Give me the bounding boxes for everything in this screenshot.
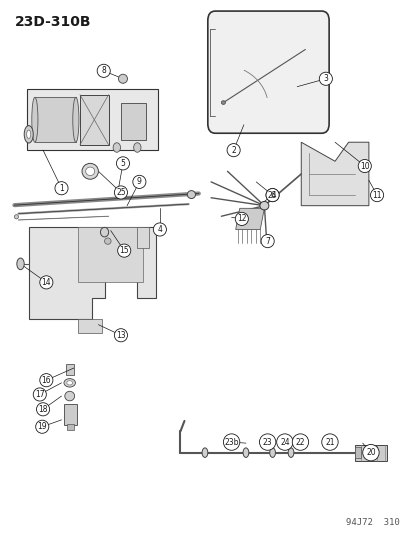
Text: 14: 14: [41, 278, 51, 287]
Text: 23D-310B: 23D-310B: [14, 15, 91, 29]
Ellipse shape: [64, 378, 75, 387]
Text: 9: 9: [137, 177, 142, 187]
Text: 23: 23: [262, 438, 272, 447]
Text: 10: 10: [359, 161, 369, 171]
Ellipse shape: [153, 223, 166, 236]
Text: 16: 16: [41, 376, 51, 385]
Text: 24: 24: [267, 191, 277, 199]
Text: 8: 8: [101, 66, 106, 75]
Ellipse shape: [118, 74, 127, 83]
Text: 11: 11: [371, 191, 381, 199]
Ellipse shape: [104, 238, 111, 244]
Text: 12: 12: [237, 214, 246, 223]
Ellipse shape: [64, 391, 74, 401]
Polygon shape: [66, 424, 74, 431]
Ellipse shape: [259, 201, 268, 210]
Ellipse shape: [113, 143, 120, 152]
Polygon shape: [64, 404, 77, 425]
Ellipse shape: [287, 448, 293, 457]
Polygon shape: [35, 98, 76, 142]
Polygon shape: [78, 319, 102, 333]
Ellipse shape: [259, 434, 275, 450]
Ellipse shape: [33, 388, 46, 401]
Text: 25: 25: [116, 188, 126, 197]
Ellipse shape: [36, 403, 50, 416]
Ellipse shape: [133, 175, 145, 189]
Polygon shape: [78, 227, 143, 282]
Ellipse shape: [114, 186, 127, 199]
Polygon shape: [26, 90, 157, 150]
Text: 1: 1: [59, 184, 64, 193]
Ellipse shape: [116, 157, 129, 170]
Ellipse shape: [117, 244, 131, 257]
Ellipse shape: [202, 448, 207, 457]
Ellipse shape: [24, 126, 33, 143]
Ellipse shape: [221, 101, 225, 104]
Ellipse shape: [17, 258, 24, 270]
Ellipse shape: [55, 182, 68, 195]
Text: 4: 4: [157, 225, 162, 234]
Polygon shape: [28, 227, 155, 319]
Ellipse shape: [26, 130, 31, 139]
Ellipse shape: [266, 189, 278, 201]
Text: 94J72  310: 94J72 310: [345, 518, 399, 527]
Text: 20: 20: [365, 448, 375, 457]
Ellipse shape: [242, 448, 248, 457]
Ellipse shape: [357, 159, 370, 173]
Ellipse shape: [266, 189, 278, 201]
Ellipse shape: [100, 228, 108, 237]
Ellipse shape: [276, 434, 292, 450]
Text: 18: 18: [38, 405, 47, 414]
Text: 13: 13: [116, 331, 126, 340]
Ellipse shape: [318, 72, 332, 85]
Text: 3: 3: [323, 74, 328, 83]
Ellipse shape: [32, 98, 38, 142]
Ellipse shape: [292, 434, 308, 450]
Ellipse shape: [133, 143, 141, 152]
Text: 24: 24: [279, 438, 289, 447]
Polygon shape: [136, 227, 149, 248]
Ellipse shape: [261, 235, 273, 248]
Ellipse shape: [227, 143, 240, 157]
Text: 5: 5: [120, 159, 125, 168]
Ellipse shape: [14, 215, 19, 219]
Ellipse shape: [40, 276, 53, 289]
Text: 23b: 23b: [224, 438, 238, 447]
Text: 2: 2: [231, 146, 235, 155]
Polygon shape: [121, 102, 145, 140]
Ellipse shape: [36, 420, 49, 433]
Ellipse shape: [223, 434, 239, 450]
Ellipse shape: [269, 448, 275, 457]
Text: 15: 15: [119, 246, 129, 255]
Ellipse shape: [187, 191, 195, 199]
FancyBboxPatch shape: [207, 11, 328, 133]
Ellipse shape: [40, 374, 53, 387]
Polygon shape: [80, 95, 108, 145]
Ellipse shape: [321, 434, 337, 450]
Ellipse shape: [370, 189, 383, 201]
Ellipse shape: [73, 98, 79, 142]
Text: 22: 22: [295, 438, 304, 447]
Ellipse shape: [114, 329, 127, 342]
Ellipse shape: [362, 445, 378, 461]
Ellipse shape: [85, 167, 95, 175]
Ellipse shape: [66, 381, 72, 385]
Text: 6: 6: [270, 191, 274, 199]
Polygon shape: [65, 365, 74, 375]
Polygon shape: [354, 445, 387, 461]
Polygon shape: [235, 208, 264, 230]
Text: 19: 19: [37, 422, 47, 431]
Text: 17: 17: [35, 390, 45, 399]
Ellipse shape: [82, 164, 98, 179]
Ellipse shape: [97, 64, 110, 77]
Text: 21: 21: [325, 438, 334, 447]
Ellipse shape: [235, 212, 248, 225]
Polygon shape: [301, 142, 368, 206]
Text: 7: 7: [265, 237, 269, 246]
Polygon shape: [354, 447, 360, 458]
